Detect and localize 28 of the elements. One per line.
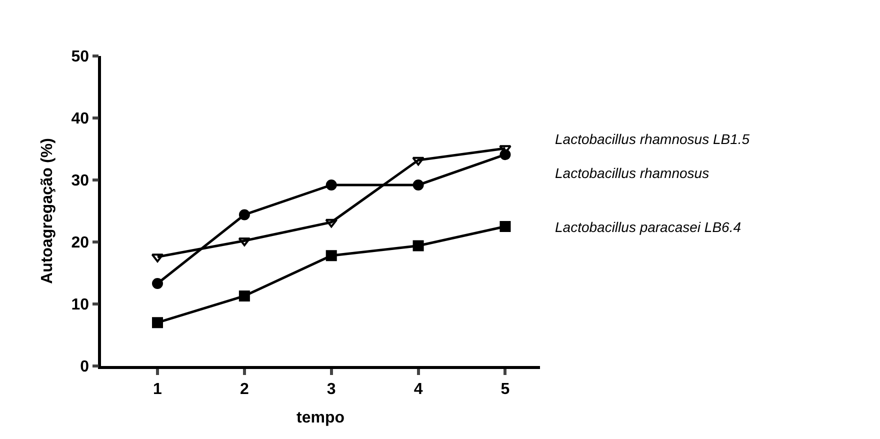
x-tick-label: 4	[414, 380, 423, 398]
text: Lactobacillus rhamnosus LB1.5	[555, 131, 750, 147]
x-tick-label: 2	[240, 380, 249, 398]
y-tick-label: 30	[71, 172, 90, 190]
point	[412, 156, 424, 166]
point	[500, 221, 511, 232]
x-tick-label: 5	[500, 380, 510, 398]
y-tick-label: 50	[71, 48, 90, 66]
point	[325, 218, 338, 228]
y-tick-label: 20	[71, 234, 90, 252]
point	[326, 250, 337, 262]
point	[412, 240, 424, 252]
text: Lactobacillus rhamnosus	[555, 165, 710, 181]
point	[500, 149, 511, 160]
x-axis-title: tempo	[296, 410, 345, 427]
point	[326, 179, 337, 190]
y-tick-label: 40	[71, 110, 90, 128]
point	[412, 179, 424, 190]
text: Lactobacillus paracasei LB6.4	[555, 219, 742, 235]
y-tick-label: 0	[80, 358, 90, 376]
point	[152, 278, 163, 290]
x-tick-label: 1	[153, 380, 162, 398]
y-axis-title: Autoagregação (%)	[39, 138, 56, 284]
point	[152, 317, 163, 328]
x-tick-label: 3	[326, 380, 336, 398]
point	[238, 209, 250, 220]
y-tick-label: 10	[71, 296, 90, 314]
point	[238, 290, 250, 302]
